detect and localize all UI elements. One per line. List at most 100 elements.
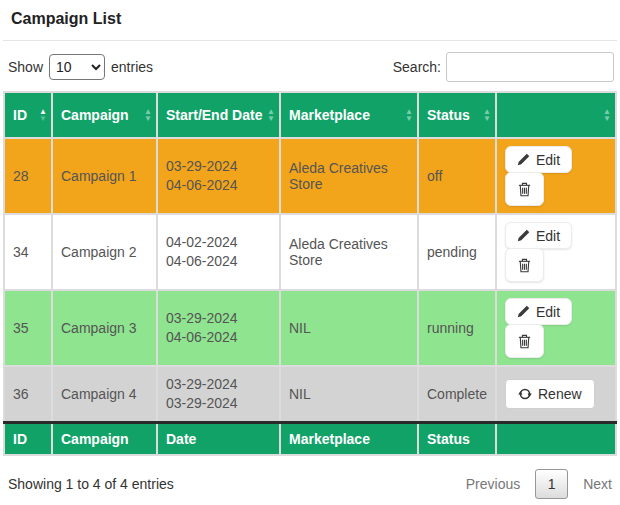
cell-marketplace: Aleda Creatives Store <box>280 214 418 290</box>
column-header-campaign[interactable]: Campaign ▲▼ <box>52 92 157 138</box>
column-header-date[interactable]: Start/End Date ▲▼ <box>157 92 280 138</box>
footer-header-id: ID <box>4 423 52 456</box>
column-header-status[interactable]: Status ▲▼ <box>418 92 496 138</box>
renew-button[interactable]: Renew <box>505 379 595 409</box>
cell-campaign: Campaign 3 <box>52 290 157 366</box>
refresh-icon <box>518 387 532 401</box>
show-label: Show <box>8 59 43 75</box>
pencil-icon <box>517 153 530 166</box>
trash-icon <box>518 258 531 273</box>
trash-icon <box>518 182 531 197</box>
table-info: Showing 1 to 4 of 4 entries <box>8 476 174 492</box>
header-label: Start/End Date <box>166 107 262 123</box>
footer-header-actions <box>496 423 616 456</box>
cell-id: 35 <box>4 290 52 366</box>
table-footer: ID Campaign Date Marketplace Status <box>4 423 616 456</box>
table-body: 28 Campaign 1 03-29-2024 04-06-2024 Aled… <box>4 138 616 423</box>
cell-dates: 03-29-2024 04-06-2024 <box>157 138 280 214</box>
edit-button[interactable]: Edit <box>505 222 572 249</box>
edit-button[interactable]: Edit <box>505 146 572 173</box>
start-date: 03-29-2024 <box>166 375 271 394</box>
table-row: 35 Campaign 3 03-29-2024 04-06-2024 NIL … <box>4 290 616 366</box>
cell-dates: 04-02-2024 04-06-2024 <box>157 214 280 290</box>
title-bar: Campaign List <box>3 8 617 41</box>
header-label: Marketplace <box>289 107 370 123</box>
edit-label: Edit <box>536 152 560 168</box>
cell-dates: 03-29-2024 03-29-2024 <box>157 366 280 423</box>
column-header-id[interactable]: ID ▲▼ <box>4 92 52 138</box>
cell-marketplace: NIL <box>280 366 418 423</box>
pagination-next[interactable]: Next <box>583 476 612 492</box>
pagination-previous[interactable]: Previous <box>466 476 520 492</box>
footer-header-status: Status <box>418 423 496 456</box>
entries-label: entries <box>111 59 153 75</box>
table-header: ID ▲▼ Campaign ▲▼ Start/End Date ▲▼ Mark… <box>4 92 616 138</box>
footer-header-campaign: Campaign <box>52 423 157 456</box>
sort-icons: ▲▼ <box>405 108 413 122</box>
entries-length-control: Show 10 entries <box>8 54 153 80</box>
end-date: 04-06-2024 <box>166 176 271 195</box>
delete-button[interactable] <box>505 248 544 282</box>
cell-actions: Edit <box>496 290 616 366</box>
sort-icons: ▲▼ <box>603 108 611 122</box>
start-date: 03-29-2024 <box>166 309 271 328</box>
cell-status: Complete <box>418 366 496 423</box>
column-header-marketplace[interactable]: Marketplace ▲▼ <box>280 92 418 138</box>
search-control: Search: <box>393 52 614 82</box>
edit-button[interactable]: Edit <box>505 298 572 325</box>
cell-dates: 03-29-2024 04-06-2024 <box>157 290 280 366</box>
info-bar: Showing 1 to 4 of 4 entries Previous 1 N… <box>3 456 617 499</box>
sort-icons: ▲▼ <box>144 108 152 122</box>
footer-header-date: Date <box>157 423 280 456</box>
table-row: 28 Campaign 1 03-29-2024 04-06-2024 Aled… <box>4 138 616 214</box>
pencil-icon <box>517 305 530 318</box>
cell-campaign: Campaign 4 <box>52 366 157 423</box>
sort-icons: ▲▼ <box>267 108 275 122</box>
cell-campaign: Campaign 1 <box>52 138 157 214</box>
start-date: 03-29-2024 <box>166 157 271 176</box>
header-row: ID ▲▼ Campaign ▲▼ Start/End Date ▲▼ Mark… <box>4 92 616 138</box>
cell-marketplace: NIL <box>280 290 418 366</box>
cell-actions: Renew <box>496 366 616 423</box>
cell-actions: Edit <box>496 138 616 214</box>
sort-icons: ▲▼ <box>483 108 491 122</box>
page-title: Campaign List <box>11 10 609 28</box>
cell-marketplace: Aleda Creatives Store <box>280 138 418 214</box>
table-row: 34 Campaign 2 04-02-2024 04-06-2024 Aled… <box>4 214 616 290</box>
sort-icons: ▲▼ <box>39 108 47 122</box>
end-date: 04-06-2024 <box>166 252 271 271</box>
cell-id: 36 <box>4 366 52 423</box>
pagination-page-1[interactable]: 1 <box>535 469 568 499</box>
footer-header-marketplace: Marketplace <box>280 423 418 456</box>
cell-id: 34 <box>4 214 52 290</box>
header-label: Campaign <box>61 107 129 123</box>
cell-status: running <box>418 290 496 366</box>
table-controls: Show 10 entries Search: <box>3 41 617 91</box>
search-label: Search: <box>393 59 441 75</box>
cell-status: pending <box>418 214 496 290</box>
delete-button[interactable] <box>505 172 544 206</box>
start-date: 04-02-2024 <box>166 233 271 252</box>
cell-campaign: Campaign 2 <box>52 214 157 290</box>
header-label: ID <box>13 107 27 123</box>
header-label: Status <box>427 107 470 123</box>
footer-row: ID Campaign Date Marketplace Status <box>4 423 616 456</box>
campaign-table: ID ▲▼ Campaign ▲▼ Start/End Date ▲▼ Mark… <box>3 91 617 456</box>
end-date: 04-06-2024 <box>166 328 271 347</box>
entries-select[interactable]: 10 <box>49 54 105 80</box>
cell-id: 28 <box>4 138 52 214</box>
pencil-icon <box>517 229 530 242</box>
edit-label: Edit <box>536 228 560 244</box>
delete-button[interactable] <box>505 324 544 358</box>
column-header-actions[interactable]: ▲▼ <box>496 92 616 138</box>
table-row: 36 Campaign 4 03-29-2024 03-29-2024 NIL … <box>4 366 616 423</box>
campaign-list-page: Campaign List Show 10 entries Search: ID… <box>0 0 620 505</box>
edit-label: Edit <box>536 304 560 320</box>
cell-status: off <box>418 138 496 214</box>
trash-icon <box>518 334 531 349</box>
search-input[interactable] <box>446 52 614 82</box>
renew-label: Renew <box>538 386 582 402</box>
cell-actions: Edit <box>496 214 616 290</box>
end-date: 03-29-2024 <box>166 394 271 413</box>
pagination: Previous 1 Next <box>466 469 612 499</box>
